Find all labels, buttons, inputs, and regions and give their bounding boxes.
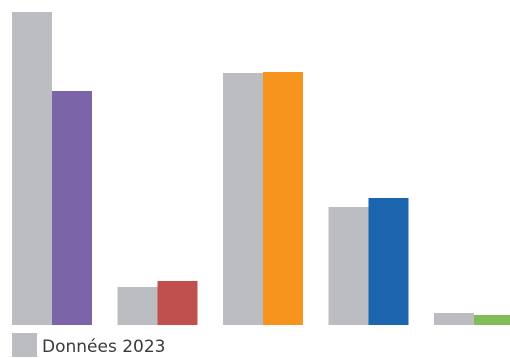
bar xyxy=(52,91,92,325)
bar xyxy=(434,313,474,325)
bar xyxy=(263,72,303,325)
legend-swatch xyxy=(12,333,37,357)
bar xyxy=(12,12,52,325)
legend-label: Données 2023 xyxy=(42,337,165,357)
bar xyxy=(368,198,409,325)
bar xyxy=(117,287,158,325)
bar xyxy=(223,73,263,325)
bar xyxy=(157,281,198,325)
bar xyxy=(474,315,510,325)
bar xyxy=(328,207,369,325)
